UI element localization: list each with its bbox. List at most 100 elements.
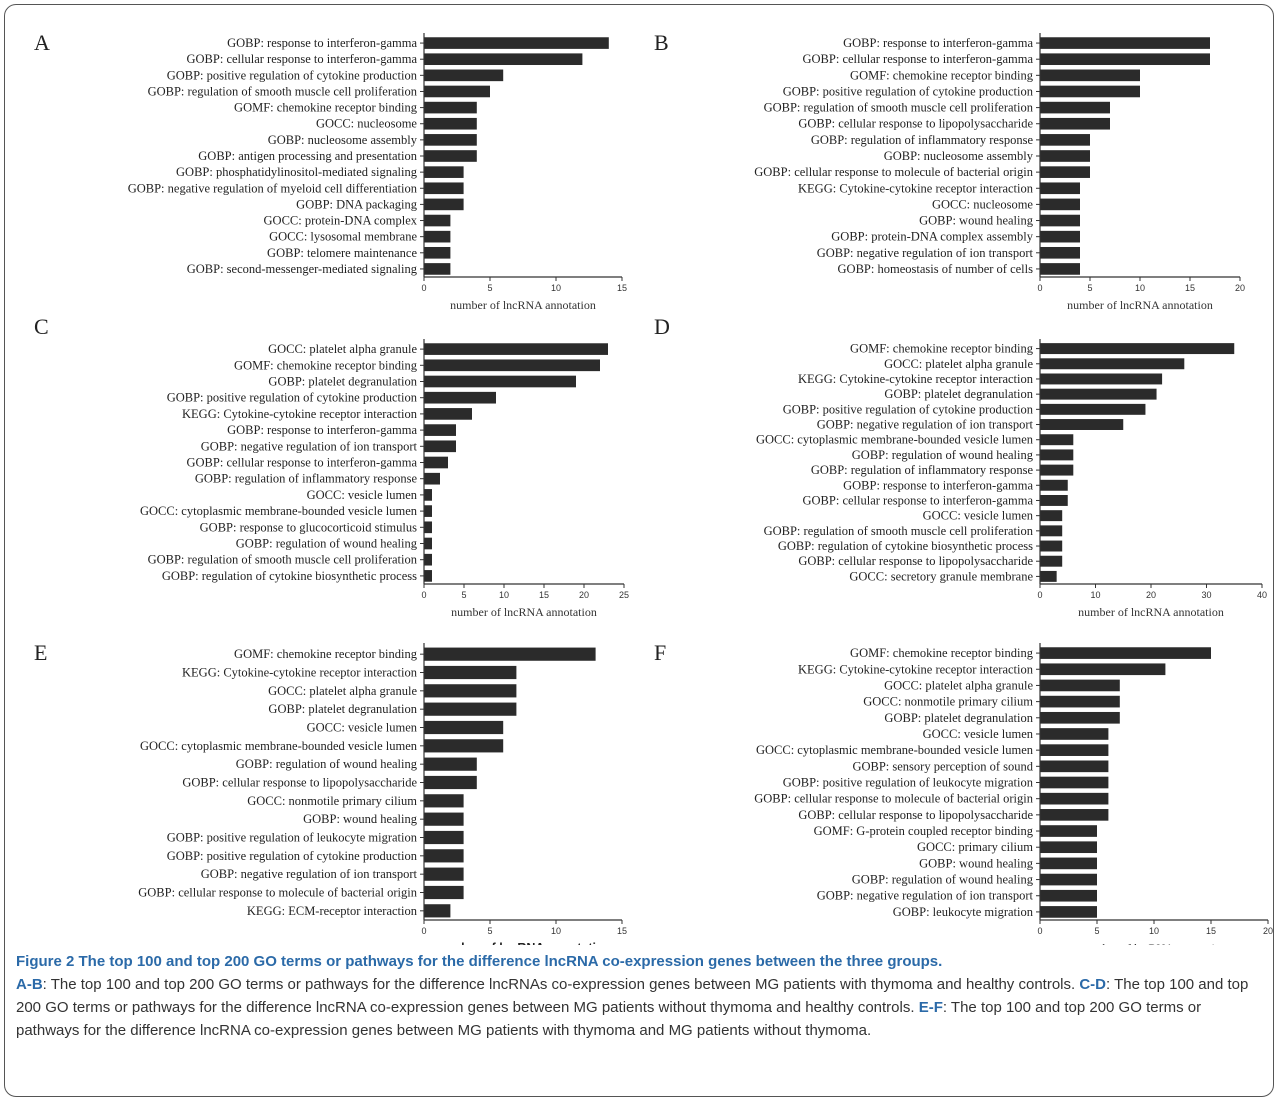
category-label-d-15: GOCC: secretory granule membrane	[849, 569, 1033, 583]
category-label-e-1: KEGG: Cytokine-cytokine receptor interac…	[182, 666, 418, 680]
xtick-label-a-1: 5	[487, 283, 492, 293]
category-label-a-1: GOBP: cellular response to interferon-ga…	[187, 52, 418, 66]
category-label-a-10: GOBP: DNA packaging	[296, 197, 418, 211]
category-label-b-9: KEGG: Cytokine-cytokine receptor interac…	[798, 181, 1034, 195]
category-label-c-14: GOBP: regulation of cytokine biosyntheti…	[162, 569, 417, 583]
bar-a-10	[424, 198, 464, 211]
category-label-a-14: GOBP: second-messenger-mediated signalin…	[187, 262, 418, 276]
category-label-b-13: GOBP: negative regulation of ion transpo…	[817, 246, 1034, 260]
bar-b-1	[1040, 53, 1210, 66]
bar-b-6	[1040, 134, 1090, 146]
category-label-e-4: GOCC: vesicle lumen	[307, 721, 418, 735]
category-label-d-14: GOBP: cellular response to lipopolysacch…	[798, 554, 1033, 568]
figure-caption: Figure 2 The top 100 and top 200 GO term…	[16, 950, 1266, 1042]
xtick-label-d-1: 10	[1090, 590, 1100, 600]
bar-c-10	[424, 505, 432, 517]
category-label-d-10: GOBP: cellular response to interferon-ga…	[803, 493, 1034, 507]
xtick-label-d-0: 0	[1037, 590, 1042, 600]
category-label-c-9: GOCC: vesicle lumen	[307, 488, 418, 502]
category-label-e-14: KEGG: ECM-receptor interaction	[247, 904, 418, 918]
bar-e-14	[424, 904, 451, 918]
category-label-e-11: GOBP: positive regulation of cytokine pr…	[167, 849, 418, 863]
bar-d-9	[1040, 479, 1068, 491]
category-label-d-4: GOBP: positive regulation of cytokine pr…	[783, 402, 1034, 416]
category-label-c-8: GOBP: regulation of inflammatory respons…	[195, 472, 418, 486]
x-axis-label-b: number of lncRNA annotation	[1067, 298, 1213, 312]
category-label-c-5: GOBP: response to interferon-gamma	[227, 423, 417, 437]
bar-d-4	[1040, 403, 1146, 415]
category-label-d-0: GOMF: chemokine receptor binding	[850, 342, 1034, 356]
category-label-c-2: GOBP: platelet degranulation	[268, 375, 417, 389]
bar-a-1	[424, 53, 583, 66]
xtick-label-c-3: 15	[539, 590, 549, 600]
category-label-e-2: GOCC: platelet alpha granule	[268, 684, 417, 698]
bar-a-9	[424, 182, 464, 195]
bar-b-5	[1040, 117, 1110, 130]
category-label-b-12: GOBP: protein-DNA complex assembly	[831, 230, 1033, 244]
category-label-f-5: GOCC: vesicle lumen	[923, 727, 1034, 741]
bar-a-3	[424, 85, 490, 98]
category-label-e-12: GOBP: negative regulation of ion transpo…	[201, 867, 418, 881]
category-label-f-13: GOBP: wound healing	[919, 856, 1034, 870]
caption-text-ab: : The top 100 and top 200 GO terms or pa…	[42, 976, 1080, 993]
category-label-a-11: GOCC: protein-DNA complex	[264, 214, 418, 228]
category-label-c-12: GOBP: regulation of wound healing	[236, 537, 418, 551]
bar-d-0	[1040, 343, 1235, 355]
category-label-b-1: GOBP: cellular response to interferon-ga…	[803, 52, 1034, 66]
xtick-label-f-2: 10	[1149, 926, 1159, 936]
bar-b-13	[1040, 246, 1080, 259]
bar-a-0	[424, 37, 609, 49]
bar-a-6	[424, 134, 477, 146]
xtick-label-f-3: 15	[1206, 926, 1216, 936]
panel-letter-e: E	[34, 640, 47, 665]
category-label-b-11: GOBP: wound healing	[919, 214, 1034, 228]
xtick-label-f-1: 5	[1094, 926, 1099, 936]
bar-e-13	[424, 885, 464, 900]
category-label-a-5: GOCC: nucleosome	[316, 117, 417, 131]
caption-key-ab: A-B	[16, 976, 43, 993]
bar-f-0	[1040, 647, 1211, 659]
bar-c-0	[424, 343, 608, 355]
xtick-label-e-0: 0	[421, 926, 426, 936]
category-label-e-8: GOCC: nonmotile primary cilium	[247, 794, 417, 808]
bar-c-9	[424, 489, 432, 501]
bar-a-12	[424, 230, 451, 243]
bar-f-14	[1040, 873, 1097, 886]
xtick-label-c-0: 0	[421, 590, 426, 600]
caption-text-ef: : The top 100 and top 200 GO terms or pa…	[16, 999, 1202, 1039]
category-label-b-10: GOCC: nucleosome	[932, 197, 1033, 211]
bar-f-10	[1040, 809, 1109, 821]
category-label-b-2: GOMF: chemokine receptor binding	[850, 68, 1034, 82]
category-label-e-3: GOBP: platelet degranulation	[268, 702, 417, 716]
bar-c-7	[424, 456, 448, 469]
category-label-f-0: GOMF: chemokine receptor binding	[850, 646, 1034, 660]
bar-e-12	[424, 867, 464, 881]
category-label-d-7: GOBP: regulation of wound healing	[852, 448, 1034, 462]
bar-f-4	[1040, 711, 1120, 724]
xtick-label-b-4: 20	[1235, 283, 1245, 293]
bar-d-5	[1040, 419, 1124, 430]
bar-c-8	[424, 472, 440, 485]
xtick-label-c-4: 20	[579, 590, 589, 600]
bar-a-11	[424, 214, 451, 227]
bar-f-7	[1040, 760, 1109, 773]
panel-letter-b: B	[654, 30, 669, 55]
bar-f-16	[1040, 906, 1097, 918]
xtick-label-d-4: 40	[1257, 590, 1267, 600]
bar-b-12	[1040, 230, 1080, 243]
bar-f-8	[1040, 776, 1109, 789]
category-label-b-6: GOBP: regulation of inflammatory respons…	[811, 133, 1034, 147]
bar-b-9	[1040, 182, 1080, 195]
category-label-a-9: GOBP: negative regulation of myeloid cel…	[128, 181, 418, 195]
bar-c-2	[424, 375, 576, 388]
category-label-d-12: GOBP: regulation of smooth muscle cell p…	[764, 524, 1034, 538]
category-label-a-2: GOBP: positive regulation of cytokine pr…	[167, 68, 418, 82]
bar-e-1	[424, 665, 517, 680]
bar-a-14	[424, 263, 451, 275]
category-label-c-11: GOBP: response to glucocorticoid stimulu…	[200, 520, 417, 534]
bar-d-2	[1040, 373, 1163, 385]
bar-e-7	[424, 775, 477, 790]
bar-a-5	[424, 117, 477, 130]
bar-b-7	[1040, 150, 1090, 162]
xtick-label-a-2: 10	[551, 283, 561, 293]
